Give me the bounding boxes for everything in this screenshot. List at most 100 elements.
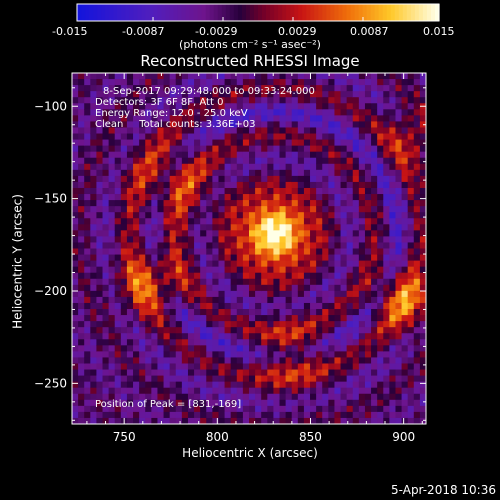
heatmap-cell [114,236,122,243]
heatmap-cell [279,85,287,92]
heatmap-cell [212,115,219,122]
heatmap-cell [358,339,366,346]
heatmap-cell [249,194,256,201]
heatmap-cell [401,175,409,183]
heatmap-cell [389,187,396,195]
heatmap-cell [377,85,384,92]
heatmap-cell [316,151,323,159]
heatmap-cell [139,345,146,352]
heatmap-cell [175,290,183,298]
heatmap-cell [181,175,189,183]
heatmap-cell [249,218,256,225]
heatmap-cell [218,236,226,243]
heatmap-cell [273,175,281,183]
heatmap-cell [285,254,293,262]
heatmap-cell [346,393,354,401]
x-tick-label: 750 [113,430,136,444]
total-counts-annotation: Clean Total counts: 3.36E+03 [95,119,256,130]
heatmap-cell [114,333,122,340]
heatmap-cell [346,181,354,189]
heatmap-cell [346,284,354,292]
heatmap-cell [328,230,335,237]
heatmap-cell [279,200,287,207]
colorbar-swatch [326,4,331,21]
heatmap-cell [322,212,329,219]
heatmap-cell [377,109,384,116]
heatmap-cell [340,357,348,364]
heatmap-cell [334,139,342,147]
heatmap-cell [407,79,415,86]
heatmap-cell [218,387,226,395]
heatmap-cell [218,230,226,237]
heatmap-cell [340,181,348,189]
heatmap-cell [261,315,268,322]
heatmap-cell [206,351,213,358]
heatmap-cell [389,127,396,135]
heatmap-cell [114,363,122,371]
heatmap-cell [108,248,116,256]
heatmap-cell [133,254,140,262]
heatmap-cell [383,296,390,304]
heatmap-cell [328,315,335,322]
heatmap-cell [114,387,122,395]
heatmap-cell [139,290,146,298]
heatmap-cell [212,236,219,243]
heatmap-cell [297,181,305,189]
heatmap-cell [114,272,122,280]
heatmap-cell [72,302,79,310]
heatmap-cell [358,236,366,243]
heatmap-cell [297,302,305,310]
heatmap-cell [334,163,342,171]
heatmap-cell [108,254,116,262]
heatmap-cell [181,169,189,177]
heatmap-cell [169,284,177,292]
heatmap-cell [84,236,91,243]
heatmap-cell [175,109,183,116]
heatmap-cell [389,181,396,189]
heatmap-cell [102,206,110,213]
heatmap-cell [200,212,207,219]
heatmap-cell [90,242,97,249]
heatmap-cell [242,357,250,364]
heatmap-cell [157,133,165,141]
heatmap-cell [145,230,152,237]
heatmap-cell [126,127,134,135]
heatmap-cell [401,351,409,358]
heatmap-cell [126,302,134,310]
heatmap-cell [352,272,360,280]
heatmap-cell [255,351,262,358]
heatmap-cell [328,327,335,334]
heatmap-cell [194,321,201,328]
heatmap-cell [346,218,354,225]
heatmap-cell [200,357,207,364]
heatmap-cell [145,91,152,98]
heatmap-cell [377,290,384,298]
heatmap-cell [291,109,299,116]
heatmap-cell [78,399,85,407]
heatmap-cell [230,218,238,225]
heatmap-cell [285,309,293,316]
heatmap-cell [413,296,421,304]
heatmap-cell [139,139,146,147]
heatmap-cell [261,200,268,207]
colorbar-swatch [394,4,400,21]
heatmap-cell [200,236,207,243]
heatmap-cell [108,417,116,425]
heatmap-cell [187,218,195,225]
colorbar-swatch [258,4,263,21]
heatmap-cell [316,200,323,207]
heatmap-cell [297,278,305,286]
heatmap-cell [139,181,146,189]
heatmap-cell [340,302,348,310]
heatmap-cell [407,139,415,147]
heatmap-cell [322,151,329,159]
heatmap-cell [139,339,146,346]
heatmap-cell [90,121,97,128]
colorbar-swatch [221,4,227,21]
heatmap-cell [120,206,128,213]
heatmap-cell [224,405,232,413]
heatmap-cell [96,254,104,262]
heatmap-cell [389,151,396,159]
heatmap-cell [133,194,140,201]
heatmap-cell [114,145,122,153]
